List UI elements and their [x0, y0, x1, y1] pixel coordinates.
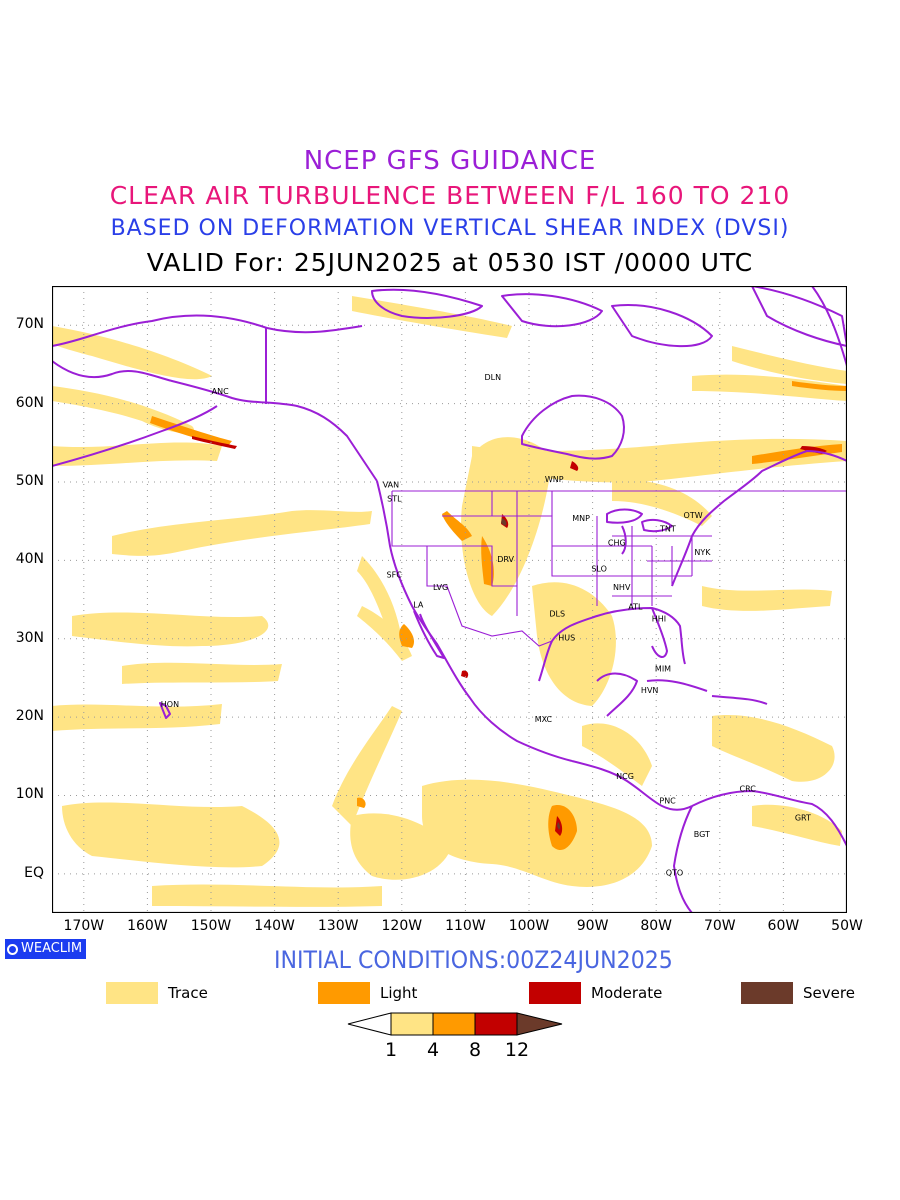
station-dln: DLN [484, 373, 501, 382]
method-line: BASED ON DEFORMATION VERTICAL SHEAR INDE… [110, 216, 790, 241]
x-tick-label: 160W [127, 918, 168, 934]
station-hon: HON [161, 700, 179, 709]
x-tick-label: 110W [445, 918, 486, 934]
station-atl: ATL [628, 603, 643, 612]
station-labels: ANC DLN VAN STL WNP MNP TNT OTW CHG NYK DRV SFC LVG S… [161, 373, 811, 877]
colorbar-label-1: 1 [384, 1039, 398, 1061]
station-tnt: TNT [659, 524, 676, 533]
station-qto: QTO [666, 868, 683, 877]
x-tick-label: 130W [317, 918, 359, 934]
station-lvg: LVG [433, 583, 448, 592]
y-tick-label: 60N [15, 394, 44, 411]
y-tick-label: 70N [15, 316, 44, 333]
legend-label-trace: Trace [168, 984, 208, 1002]
station-mim: MIM [655, 665, 671, 674]
coastlines [52, 286, 847, 913]
station-pnc: PNC [659, 796, 676, 805]
legend-swatch-trace [106, 982, 158, 1004]
political-borders [391, 490, 847, 647]
turbulence-map: ANC DLN VAN STL WNP MNP TNT OTW CHG NYK DRV SFC LVG S… [52, 286, 847, 913]
y-tick-label: 10N [15, 786, 44, 803]
x-tick-label: 100W [508, 918, 550, 934]
colorbar-label-8: 8 [468, 1039, 482, 1061]
x-tick-label: 70W [703, 918, 736, 934]
colorbar [347, 1012, 563, 1036]
legend-label-light: Light [380, 984, 418, 1002]
legend-swatch-light [318, 982, 370, 1004]
station-nyk: NYK [694, 548, 711, 557]
station-nhv: NHV [613, 583, 631, 592]
legend-swatch-severe [741, 982, 793, 1004]
station-sfc: SFC [387, 571, 403, 580]
station-stl: STL [387, 495, 402, 504]
x-tick-label: 50W [831, 918, 863, 934]
station-hvn: HVN [641, 686, 658, 695]
legend-item-light: Light [318, 982, 417, 1004]
weaclim-logo[interactable]: WEACLIM [5, 939, 87, 959]
station-hus: HUS [558, 633, 575, 642]
x-tick-label: 170W [63, 918, 105, 934]
y-tick-label: 50N [15, 472, 44, 489]
x-tick-label: 90W [576, 918, 609, 934]
chart-title: NCEP GFS GUIDANCE [303, 146, 597, 176]
grid-lines [52, 286, 847, 913]
legend-swatch-moderate [529, 982, 581, 1004]
station-hhi: HHI [652, 614, 666, 623]
colorbar-segment-light [432, 1012, 476, 1036]
initial-conditions: INITIAL CONDITIONS:00Z24JUN2025 [274, 946, 673, 974]
station-otw: OTW [684, 511, 703, 520]
logo-text: WEACLIM [21, 941, 83, 956]
legend-label-severe: Severe [803, 984, 855, 1002]
trace-areas [52, 296, 847, 907]
station-chg: CHG [608, 538, 626, 547]
y-tick-label: 40N [15, 551, 44, 568]
station-wnp: WNP [545, 475, 564, 484]
colorbar-high-triangle [516, 1012, 563, 1036]
station-mxc: MXC [535, 715, 553, 724]
y-tick-label: EQ [24, 864, 44, 881]
colorbar-label-4: 4 [426, 1039, 440, 1061]
legend-item-severe: Severe [741, 982, 855, 1004]
station-mnp: MNP [572, 514, 590, 523]
station-ncg: NCG [616, 772, 634, 781]
y-tick-label: 20N [15, 708, 44, 725]
logo-circle-icon [7, 943, 18, 955]
station-grt: GRT [795, 814, 811, 823]
legend-label-moderate: Moderate [591, 984, 663, 1002]
x-tick-label: 120W [381, 918, 423, 934]
map-frame [52, 286, 847, 913]
station-la: LA [413, 600, 424, 609]
x-tick-label: 140W [254, 918, 295, 934]
station-slo: SLO [591, 564, 607, 573]
station-crc: CRC [740, 785, 757, 794]
legend-item-trace: Trace [106, 982, 208, 1004]
station-bgt: BGT [694, 830, 710, 839]
station-drv: DRV [497, 555, 514, 564]
x-tick-label: 80W [640, 918, 673, 934]
station-dls: DLS [549, 610, 565, 619]
station-van: VAN [383, 480, 399, 489]
chart-subtitle: CLEAR AIR TURBULENCE BETWEEN F/L 160 TO … [109, 181, 791, 210]
colorbar-segment-trace [390, 1012, 434, 1036]
valid-time: VALID For: 25JUN2025 at 0530 IST /0000 U… [146, 248, 754, 277]
legend-item-moderate: Moderate [529, 982, 662, 1004]
severe-areas [501, 518, 561, 830]
colorbar-label-12: 12 [504, 1039, 530, 1061]
y-tick-label: 30N [15, 629, 44, 646]
colorbar-low-triangle [347, 1012, 392, 1036]
x-tick-label: 150W [190, 918, 232, 934]
x-tick-label: 60W [767, 918, 800, 934]
station-anc: ANC [212, 387, 229, 396]
colorbar-segment-moderate [474, 1012, 518, 1036]
